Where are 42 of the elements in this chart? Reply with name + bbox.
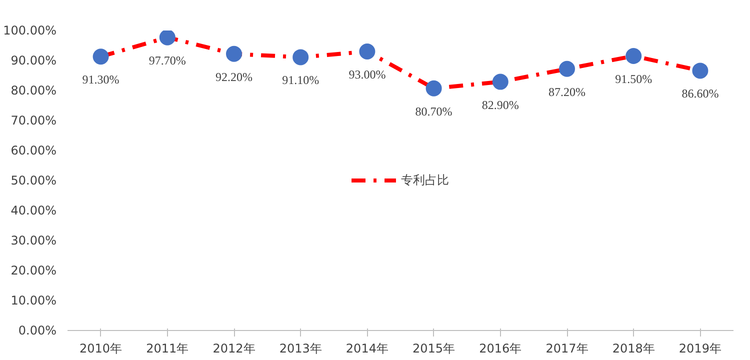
data-label: 93.00% [348,68,386,82]
data-label: 91.50% [615,72,652,86]
y-tick-label: 20.00% [10,264,57,278]
y-tick-label: 70.00% [10,114,57,128]
point [492,74,508,90]
x-tick-label: 2019年 [678,342,722,356]
data-label: 80.70% [415,104,452,118]
data-label: 91.30% [82,72,120,87]
point [692,62,708,79]
y-tick-label: 40.00% [10,204,57,218]
point [559,60,575,77]
point [159,30,176,46]
x-tick-label: 2016年 [479,342,522,356]
x-tick-label: 2015年 [412,342,456,356]
data-label: 91.10% [282,73,320,88]
x-tick-label: 2013年 [279,342,322,356]
y-tick-label: 100.00% [3,24,56,38]
y-tick-label: 60.00% [10,144,57,158]
data-label: 97.70% [148,53,186,68]
y-tick-label: 80.00% [10,84,57,98]
point [626,48,642,64]
point [359,44,376,60]
point [426,80,442,96]
y-tick-label: 50.00% [10,174,57,188]
point [292,49,309,66]
y-tick-label: 90.00% [10,54,57,68]
data-label: 82.90% [482,98,519,112]
y-tick-label: 0.00% [18,324,57,338]
data-label: 87.20% [548,84,586,99]
legend-label: 专利占比 [401,172,449,188]
x-tick-label: 2014年 [346,342,388,356]
data-label: 92.20% [216,70,252,84]
point [226,46,242,62]
x-tick-label: 2018年 [612,342,655,356]
y-tick-label: 10.00% [10,294,57,308]
x-tick-label: 2010年 [80,342,122,356]
data-label: 86.60% [682,86,719,101]
x-tick-label: 2011年 [146,342,189,356]
point [92,48,109,65]
x-tick-label: 2012年 [212,342,256,356]
x-tick-label: 2017年 [546,342,588,356]
y-tick-label: 30.00% [10,234,57,248]
